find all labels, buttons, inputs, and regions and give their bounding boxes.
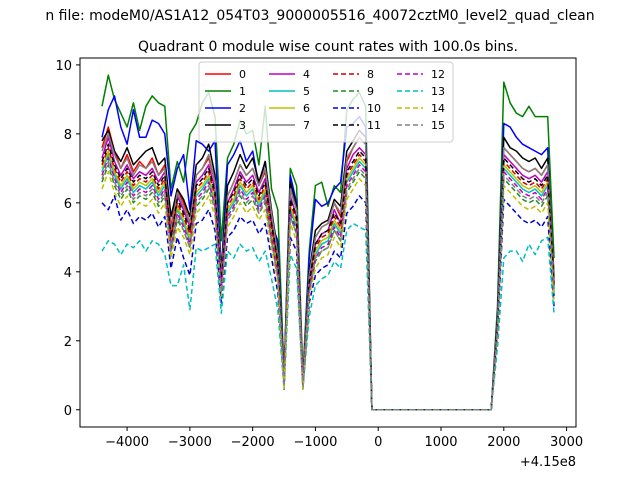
legend-label-2: 2 xyxy=(239,102,246,115)
x-axis: −4000 −3000 −2000 −1000 0 1000 2000 3000 xyxy=(105,427,583,450)
x-tick-label: 1000 xyxy=(424,435,457,450)
series-line-15 xyxy=(101,160,555,411)
x-tick-label: −1000 xyxy=(293,435,337,450)
x-tick-label: 0 xyxy=(374,435,382,450)
x-tick-label: −4000 xyxy=(105,435,149,450)
legend-label-11: 11 xyxy=(367,119,381,132)
legend-label-13: 13 xyxy=(431,85,445,98)
y-tick-label: 2 xyxy=(64,335,72,350)
y-axis: 0 2 4 6 8 10 xyxy=(55,59,80,419)
y-tick-label: 4 xyxy=(64,266,72,281)
series-line-11 xyxy=(101,143,555,411)
x-tick-label: −3000 xyxy=(168,435,212,450)
y-tick-label: 0 xyxy=(64,404,72,419)
legend-label-5: 5 xyxy=(303,85,310,98)
legend-label-14: 14 xyxy=(431,102,445,115)
legend-label-12: 12 xyxy=(431,68,445,81)
series-line-12 xyxy=(101,157,555,411)
x-tick-label: −2000 xyxy=(231,435,275,450)
series-line-14 xyxy=(101,171,555,411)
y-tick-label: 6 xyxy=(64,197,72,212)
legend-label-1: 1 xyxy=(239,85,246,98)
x-tick-label: 2000 xyxy=(487,435,520,450)
chart-title: Quadrant 0 module wise count rates with … xyxy=(138,39,518,55)
legend-label-15: 15 xyxy=(431,119,445,132)
plot-frame xyxy=(79,57,577,428)
series-lines xyxy=(101,74,555,411)
y-tick-label: 10 xyxy=(55,59,72,74)
legend-label-6: 6 xyxy=(303,102,310,115)
legend-label-9: 9 xyxy=(367,85,374,98)
legend-label-3: 3 xyxy=(239,119,246,132)
x-tick-label: 3000 xyxy=(550,435,583,450)
legend-label-10: 10 xyxy=(367,102,381,115)
legend-label-4: 4 xyxy=(303,68,310,81)
x-axis-offset-label: +4.15e8 xyxy=(520,455,576,470)
figure-suptitle: n file: modeM0/AS1A12_054T03_9000005516_… xyxy=(45,8,594,24)
legend-box xyxy=(198,61,454,143)
legend-label-8: 8 xyxy=(367,68,374,81)
legend-label-0: 0 xyxy=(239,68,246,81)
y-tick-label: 8 xyxy=(64,128,72,143)
legend-label-7: 7 xyxy=(303,119,310,132)
